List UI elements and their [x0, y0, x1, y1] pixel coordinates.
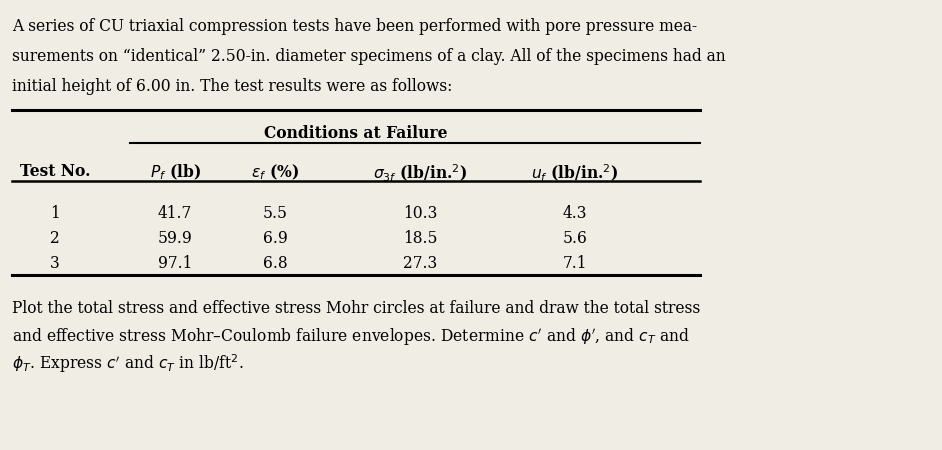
- Text: 6.9: 6.9: [263, 230, 287, 247]
- Text: Plot the total stress and effective stress Mohr circles at failure and draw the : Plot the total stress and effective stre…: [12, 300, 700, 317]
- Text: $\phi_T$. Express $c'$ and $c_T$ in lb/ft$^2$.: $\phi_T$. Express $c'$ and $c_T$ in lb/f…: [12, 352, 244, 375]
- Text: A series of CU triaxial compression tests have been performed with pore pressure: A series of CU triaxial compression test…: [12, 18, 697, 35]
- Text: 5.5: 5.5: [263, 205, 287, 222]
- Text: 3: 3: [50, 255, 60, 272]
- Text: 2: 2: [50, 230, 60, 247]
- Text: $\sigma_{3f}$ (lb/in.$^2$): $\sigma_{3f}$ (lb/in.$^2$): [373, 163, 467, 184]
- Text: 41.7: 41.7: [158, 205, 192, 222]
- Text: 1: 1: [50, 205, 60, 222]
- Text: 59.9: 59.9: [157, 230, 192, 247]
- Text: 18.5: 18.5: [403, 230, 437, 247]
- Text: surements on “identical” 2.50-in. diameter specimens of a clay. All of the speci: surements on “identical” 2.50-in. diamet…: [12, 48, 725, 65]
- Text: 7.1: 7.1: [562, 255, 587, 272]
- Text: initial height of 6.00 in. The test results were as follows:: initial height of 6.00 in. The test resu…: [12, 78, 452, 95]
- Text: $\varepsilon_f$ (%): $\varepsilon_f$ (%): [251, 163, 299, 182]
- Text: and effective stress Mohr–Coulomb failure envelopes. Determine $c'$ and $\phi'$,: and effective stress Mohr–Coulomb failur…: [12, 326, 690, 347]
- Text: $P_f$ (lb): $P_f$ (lb): [150, 163, 201, 182]
- Text: Test No.: Test No.: [20, 163, 90, 180]
- Text: Conditions at Failure: Conditions at Failure: [265, 125, 447, 142]
- Text: 6.8: 6.8: [263, 255, 287, 272]
- Text: 27.3: 27.3: [403, 255, 437, 272]
- Text: $u_f$ (lb/in.$^2$): $u_f$ (lb/in.$^2$): [531, 163, 619, 184]
- Text: 97.1: 97.1: [158, 255, 192, 272]
- Text: 5.6: 5.6: [562, 230, 588, 247]
- Text: 4.3: 4.3: [562, 205, 587, 222]
- Text: 10.3: 10.3: [403, 205, 437, 222]
